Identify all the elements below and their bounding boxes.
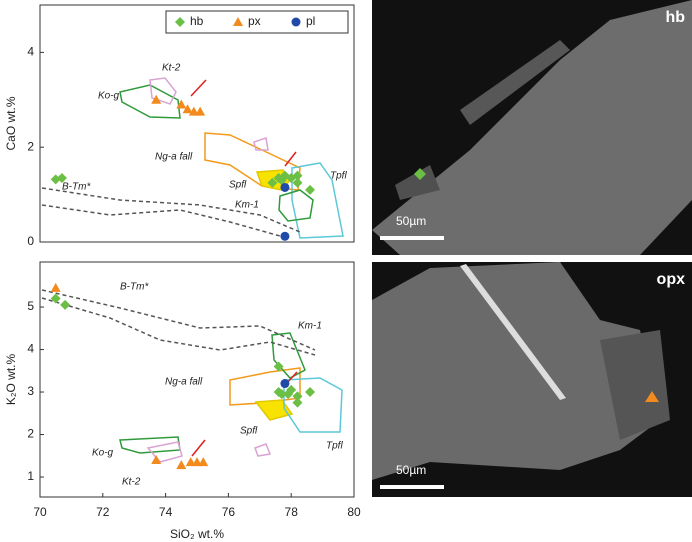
- scale-label: 50µm: [396, 214, 426, 228]
- point: [280, 182, 290, 192]
- field-label: B-Tm*: [120, 282, 149, 293]
- field-label: Ko-g: [92, 448, 114, 459]
- point: [50, 282, 61, 292]
- point: [185, 457, 196, 467]
- field-label: Ko-g: [98, 91, 120, 102]
- point: [176, 99, 187, 109]
- point: [292, 170, 303, 181]
- scale-label: 50µm: [396, 463, 426, 477]
- point: [267, 177, 278, 188]
- field-label: B-Tm*: [62, 182, 91, 193]
- point: [175, 17, 185, 27]
- field-label: Km-1: [235, 200, 259, 211]
- field-label: Tpfl: [326, 441, 343, 452]
- point: [188, 106, 199, 116]
- point: [176, 460, 187, 470]
- y-tick-label: 1: [27, 469, 34, 483]
- x-tick-label: 74: [159, 505, 173, 519]
- point: [292, 391, 303, 402]
- x-axis-title: SiO₂ wt.%: [170, 527, 224, 541]
- field-label: Kt-2: [162, 63, 181, 74]
- point: [273, 361, 284, 372]
- point: [305, 184, 316, 195]
- point: [151, 94, 162, 104]
- field-label: Ng-a fall: [165, 377, 203, 388]
- field-label: Spfl: [229, 180, 247, 191]
- plot-frame: [39, 4, 355, 243]
- y-tick-label: 4: [27, 45, 34, 59]
- point: [192, 457, 202, 467]
- sem-image: 50µm hb: [372, 0, 692, 255]
- legend-label: hb: [190, 14, 204, 28]
- point: [292, 397, 303, 408]
- field-label: Spfl: [240, 426, 258, 437]
- point: [280, 231, 290, 241]
- point: [198, 457, 209, 467]
- point: [60, 299, 71, 310]
- point: [50, 293, 61, 304]
- field-label: Km-1: [298, 321, 322, 332]
- field-label: Tpfl: [330, 171, 347, 182]
- point: [291, 17, 301, 27]
- legend-label: px: [248, 14, 261, 28]
- point: [56, 173, 67, 184]
- point: [286, 384, 297, 395]
- point: [292, 177, 303, 188]
- legend-label: pl: [306, 14, 315, 28]
- point: [280, 379, 290, 389]
- point: [182, 104, 193, 114]
- y-axis-title: CaO wt.%: [4, 96, 18, 150]
- image-label: hb: [665, 9, 685, 26]
- y-tick-label: 2: [27, 139, 34, 153]
- point: [305, 387, 316, 398]
- x-tick-label: 70: [33, 505, 47, 519]
- field-label: Kt-2: [122, 477, 141, 488]
- y-tick-label: 2: [27, 427, 34, 441]
- x-tick-label: 78: [285, 505, 299, 519]
- field-label: Ng-a fall: [155, 152, 193, 163]
- y-tick-label: 3: [27, 384, 34, 398]
- sem-image: 50µm opx: [372, 262, 692, 497]
- image-label: opx: [657, 271, 686, 288]
- x-tick-label: 72: [96, 505, 110, 519]
- x-tick-label: 80: [347, 505, 361, 519]
- y-tick-label: 4: [27, 342, 34, 356]
- x-tick-label: 76: [222, 505, 236, 519]
- plot-frame: [39, 261, 355, 498]
- point: [151, 455, 162, 465]
- y-tick-label: 5: [27, 299, 34, 313]
- legend-box: [165, 10, 349, 34]
- y-axis-title: K₂O wt.%: [4, 354, 18, 406]
- point: [233, 17, 243, 26]
- point: [276, 389, 287, 400]
- y-tick-label: 0: [27, 234, 34, 248]
- point: [195, 106, 206, 116]
